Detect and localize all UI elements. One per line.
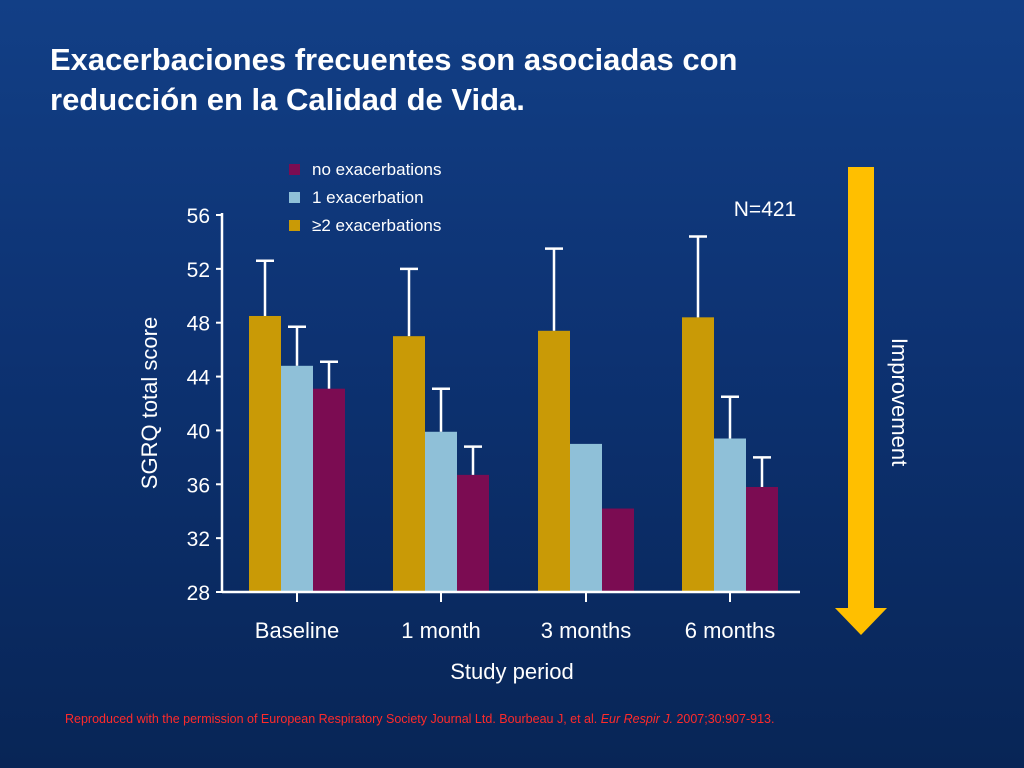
footnote: Reproduced with the permission of Europe…	[65, 712, 774, 726]
x-tick-label: 3 months	[541, 618, 632, 643]
improvement-arrow	[835, 167, 887, 635]
bar	[746, 486, 778, 592]
y-axis-title: SGRQ total score	[137, 317, 162, 489]
bar	[570, 443, 602, 592]
y-tick-label: 48	[187, 313, 210, 336]
x-axis-title: Study period	[450, 659, 574, 684]
sample-size-annotation: N=421	[734, 198, 796, 221]
legend-swatch	[289, 192, 300, 203]
bar	[714, 438, 746, 592]
improvement-label: Improvement	[887, 338, 912, 466]
bar	[538, 330, 570, 592]
bar	[425, 431, 457, 592]
legend-label: no exacerbations	[312, 160, 441, 179]
legend-swatch	[289, 220, 300, 231]
y-tick-label: 56	[187, 205, 210, 228]
bar	[249, 315, 281, 592]
y-tick-label: 32	[187, 528, 210, 551]
footnote-journal: Eur Respir J.	[600, 712, 673, 726]
legend-swatch	[289, 164, 300, 175]
y-tick-label: 40	[187, 420, 210, 443]
legend-label: ≥2 exacerbations	[312, 216, 441, 235]
x-tick-label: 6 months	[685, 618, 776, 643]
title-line-2: reducción en la Calidad de Vida.	[50, 82, 525, 117]
slide-title: Exacerbaciones frecuentes son asociadas …	[50, 40, 950, 120]
footnote-text: Reproduced with the permission of Europe…	[65, 712, 601, 726]
bar	[682, 317, 714, 592]
bar	[281, 365, 313, 592]
x-tick-label: 1 month	[401, 618, 481, 643]
bar	[457, 474, 489, 592]
footnote-ref: 2007;30:907-913.	[672, 712, 775, 726]
y-tick-label: 28	[187, 582, 210, 605]
title-line-1: Exacerbaciones frecuentes son asociadas …	[50, 42, 738, 77]
x-tick-label: Baseline	[255, 618, 339, 643]
y-tick-label: 36	[187, 474, 210, 497]
bar	[313, 388, 345, 592]
legend-label: 1 exacerbation	[312, 188, 424, 207]
y-tick-label: 52	[187, 259, 210, 282]
bar	[602, 508, 634, 592]
bar	[393, 336, 425, 592]
y-tick-label: 44	[187, 367, 211, 390]
